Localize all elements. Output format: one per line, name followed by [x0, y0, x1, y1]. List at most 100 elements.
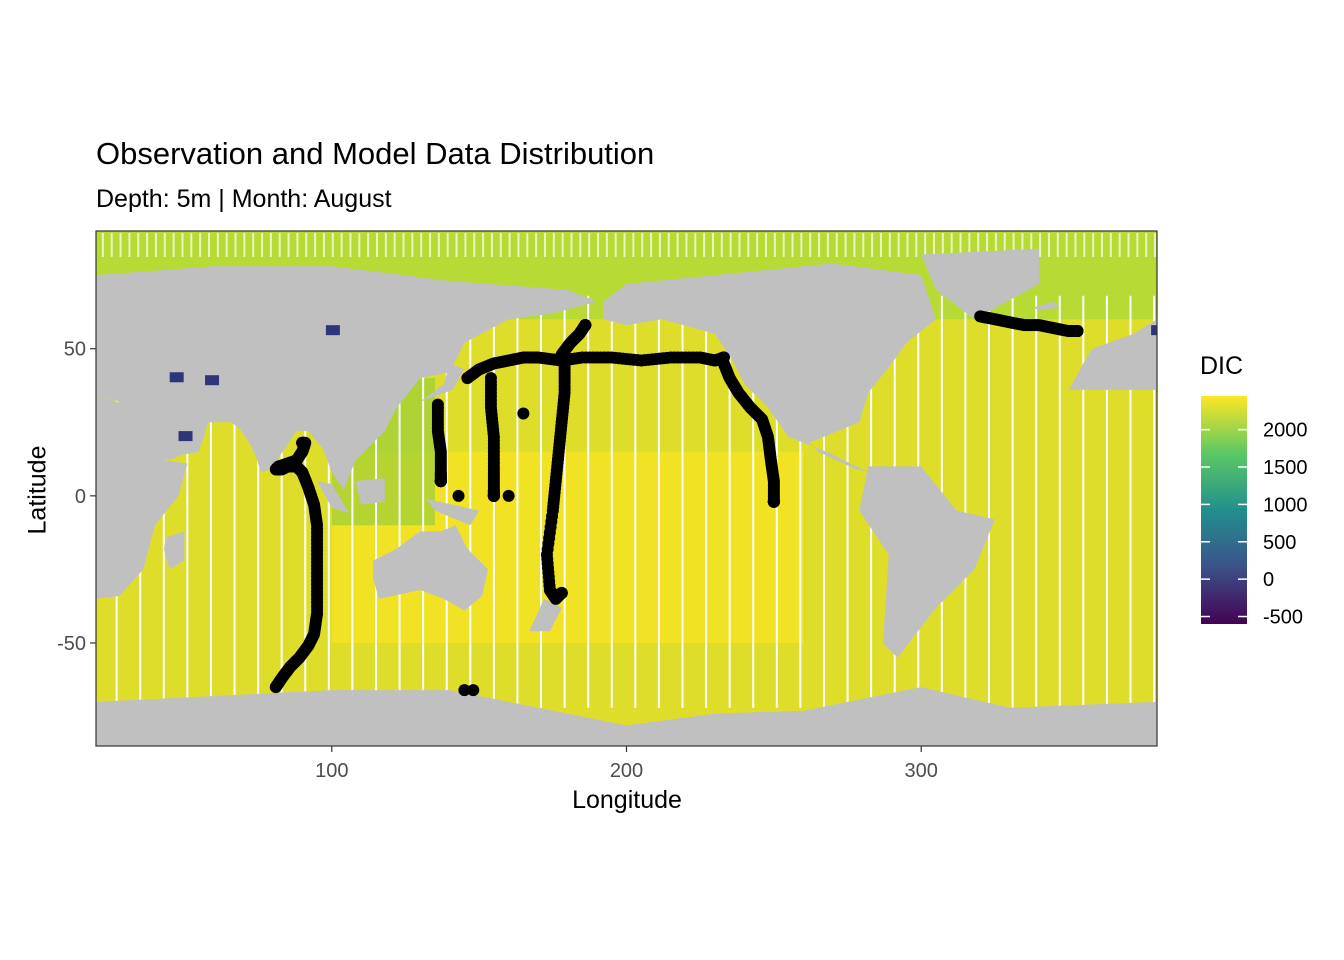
arctic-speckle: [986, 233, 989, 257]
arctic-speckle: [1047, 233, 1050, 257]
arctic-speckle: [650, 233, 653, 257]
x-tick-label: 300: [905, 760, 938, 782]
x-tick-label: 200: [610, 760, 643, 782]
arctic-speckle: [597, 233, 600, 257]
legend-break-label: 0: [1263, 569, 1274, 591]
arctic-speckle: [393, 233, 396, 257]
arctic-speckle: [1118, 233, 1121, 257]
observation-point: [555, 586, 568, 599]
observation-track-north-atlantic-track: [974, 310, 1084, 338]
observation-track-kuroshio-section: [484, 372, 500, 502]
arctic-speckle: [482, 233, 485, 257]
arctic-speckle: [1136, 233, 1139, 257]
land-antarctica: [96, 687, 1157, 746]
arctic-speckle: [225, 233, 228, 257]
arctic-speckle: [181, 233, 184, 257]
observation-point: [467, 684, 480, 697]
observation-track-western-pacific-section: [431, 398, 447, 488]
arctic-speckle: [154, 233, 157, 257]
arctic-speckle: [924, 233, 927, 257]
land-greenland: [921, 248, 1040, 320]
observation-point: [434, 475, 447, 488]
arctic-speckle: [508, 233, 511, 257]
arctic-speckle: [729, 233, 732, 257]
arctic-speckle: [137, 233, 140, 257]
arctic-speckle: [384, 233, 387, 257]
arctic-speckle: [906, 233, 909, 257]
y-axis-label: Latitude: [23, 445, 52, 535]
land-borneo: [355, 478, 385, 505]
arctic-speckle: [641, 233, 644, 257]
arctic-speckle: [1145, 233, 1148, 257]
legend-break-label: 1000: [1263, 494, 1308, 516]
low-dic-patch: [178, 431, 193, 442]
arctic-speckle: [605, 233, 608, 257]
arctic-speckle: [632, 233, 635, 257]
arctic-speckle: [720, 233, 723, 257]
chart-subtitle: Depth: 5m | Month: August: [96, 185, 392, 213]
arctic-speckle: [1083, 233, 1086, 257]
arctic-speckle: [278, 233, 281, 257]
arctic-speckle: [570, 233, 573, 257]
arctic-speckle: [977, 233, 980, 257]
arctic-speckle: [773, 233, 776, 257]
arctic-speckle: [128, 233, 131, 257]
observation-point: [458, 684, 471, 697]
arctic-speckle: [818, 233, 821, 257]
land-japan: [420, 363, 465, 402]
observation-point: [487, 489, 500, 502]
land-australia: [373, 525, 488, 611]
arctic-speckle: [172, 233, 175, 257]
land-new-guinea: [426, 498, 480, 526]
land-iceland: [1033, 301, 1060, 311]
arctic-speckle: [835, 233, 838, 257]
arctic-speckle: [199, 233, 202, 257]
arctic-speckle: [579, 233, 582, 257]
arctic-speckle: [879, 233, 882, 257]
arctic-speckle: [1101, 233, 1104, 257]
observation-point: [296, 436, 309, 449]
arctic-speckle: [110, 233, 113, 257]
arctic-speckle: [207, 233, 210, 257]
arctic-speckle: [782, 233, 785, 257]
arctic-speckle: [543, 233, 546, 257]
arctic-speckle: [933, 233, 936, 257]
observation-track-north-pacific-transect: [461, 351, 730, 385]
arctic-speckle: [499, 233, 502, 257]
arctic-speckle: [623, 233, 626, 257]
observation-track-bering-leg: [555, 319, 592, 361]
arctic-speckle: [252, 233, 255, 257]
x-axis-label: Longitude: [572, 786, 682, 814]
arctic-speckle: [464, 233, 467, 257]
arctic-speckle: [358, 233, 361, 257]
arctic-speckle: [101, 233, 104, 257]
arctic-speckle: [1109, 233, 1112, 257]
arctic-speckle: [429, 233, 432, 257]
arctic-speckle: [402, 233, 405, 257]
arctic-speckle: [296, 233, 299, 257]
arctic-speckle: [871, 233, 874, 257]
arctic-speckle: [119, 233, 122, 257]
arctic-speckle: [950, 233, 953, 257]
map-layer: [96, 231, 1157, 746]
arctic-speckle: [1127, 233, 1130, 257]
arctic-speckle: [658, 233, 661, 257]
arctic-speckle: [234, 233, 237, 257]
arctic-speckle: [190, 233, 193, 257]
land-arabian-peninsula: [143, 407, 205, 458]
observation-point: [502, 489, 515, 502]
arctic-speckle: [685, 233, 688, 257]
legend-break-label: 1500: [1263, 457, 1308, 479]
land-south-america: [859, 466, 995, 658]
arctic-speckle: [1021, 233, 1024, 257]
arctic-speckle: [287, 233, 290, 257]
arctic-speckle: [261, 233, 264, 257]
arctic-speckle: [844, 233, 847, 257]
arctic-speckle: [826, 233, 829, 257]
low-dic-patch: [1151, 325, 1157, 336]
land-madagascar: [163, 531, 185, 570]
arctic-speckle: [322, 233, 325, 257]
arctic-speckle: [1039, 233, 1042, 257]
arctic-speckle: [216, 233, 219, 257]
